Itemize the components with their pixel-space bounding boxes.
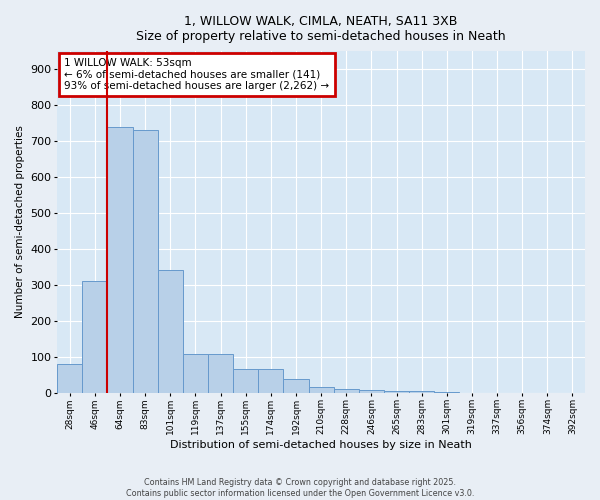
Bar <box>133 130 158 392</box>
Bar <box>107 126 133 392</box>
Y-axis label: Number of semi-detached properties: Number of semi-detached properties <box>15 126 25 318</box>
Bar <box>283 379 308 392</box>
Bar <box>384 390 409 392</box>
Bar <box>183 354 208 393</box>
Bar <box>233 369 258 392</box>
Bar <box>258 369 283 392</box>
Bar <box>334 389 359 392</box>
Text: 1 WILLOW WALK: 53sqm
← 6% of semi-detached houses are smaller (141)
93% of semi-: 1 WILLOW WALK: 53sqm ← 6% of semi-detach… <box>64 58 329 92</box>
Text: Contains HM Land Registry data © Crown copyright and database right 2025.
Contai: Contains HM Land Registry data © Crown c… <box>126 478 474 498</box>
Bar <box>158 270 183 392</box>
Bar <box>359 390 384 392</box>
Bar <box>57 364 82 392</box>
Title: 1, WILLOW WALK, CIMLA, NEATH, SA11 3XB
Size of property relative to semi-detache: 1, WILLOW WALK, CIMLA, NEATH, SA11 3XB S… <box>136 15 506 43</box>
Bar <box>82 281 107 392</box>
X-axis label: Distribution of semi-detached houses by size in Neath: Distribution of semi-detached houses by … <box>170 440 472 450</box>
Bar <box>308 387 334 392</box>
Bar <box>208 354 233 393</box>
